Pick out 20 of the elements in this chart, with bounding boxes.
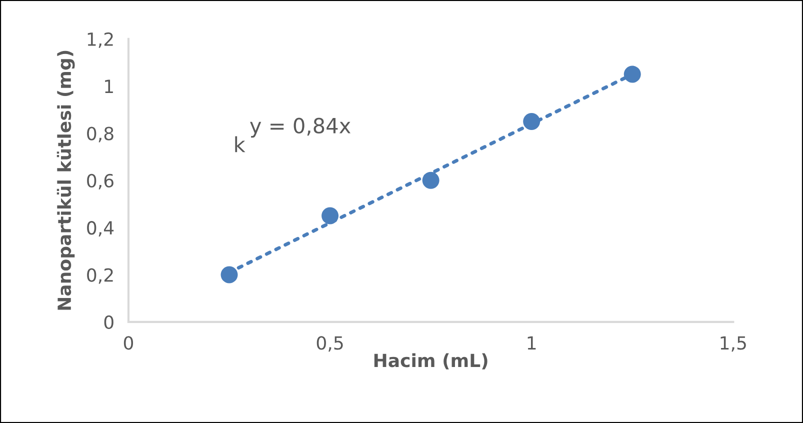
- point: [523, 112, 540, 130]
- y-tick-label: 0,4: [87, 221, 114, 237]
- x-tick-label: 0: [124, 336, 134, 350]
- y-tick-label: 0,8: [87, 126, 114, 142]
- y-axis-title: Nanopartikül kütlesi (mg): [56, 50, 75, 310]
- x-tick-label: 1: [528, 336, 536, 350]
- point: [322, 207, 339, 224]
- point: [422, 172, 440, 189]
- y-tick-label: 0: [104, 315, 114, 330]
- x-tick-label: 1,5: [720, 336, 746, 352]
- y-tick-label: 0,6: [87, 174, 114, 190]
- y-tick-label: 1: [105, 80, 113, 93]
- annotation: y = 0,84x: [250, 118, 350, 138]
- point: [220, 266, 238, 284]
- y-tick-label: 1,2: [88, 32, 113, 48]
- x-tick-label: 0,5: [316, 336, 343, 352]
- point: [624, 66, 641, 83]
- y-tick-label: 0,2: [87, 268, 113, 284]
- annotation: k: [235, 136, 246, 152]
- x-axis-title: Hacim (mL): [374, 353, 488, 370]
